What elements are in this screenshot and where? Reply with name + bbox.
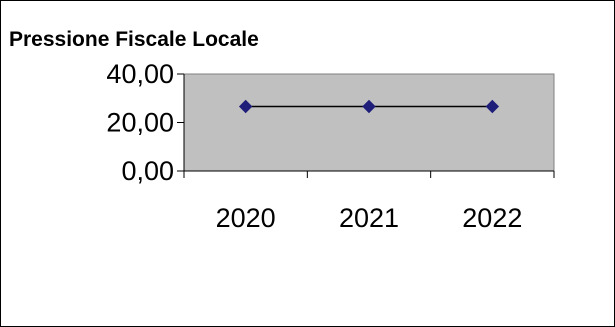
x-tick-label: 2021 (339, 203, 399, 233)
y-axis: 0,00 20,00 40,00 (106, 59, 185, 186)
plot-area (183, 73, 555, 172)
data-point-marker (485, 99, 500, 114)
series-layer (238, 99, 500, 114)
y-tick-label: 40,00 (106, 59, 174, 89)
chart-title: Pressione Fiscale Locale (9, 28, 259, 51)
x-axis: 2020 2021 2022 (183, 170, 555, 233)
y-tick-label: 0,00 (121, 156, 174, 186)
data-point-marker (238, 99, 253, 114)
x-tick-label: 2022 (462, 203, 522, 233)
x-tick-label: 2020 (216, 203, 276, 233)
y-tick-label: 20,00 (106, 108, 174, 138)
data-point-marker (362, 99, 376, 114)
